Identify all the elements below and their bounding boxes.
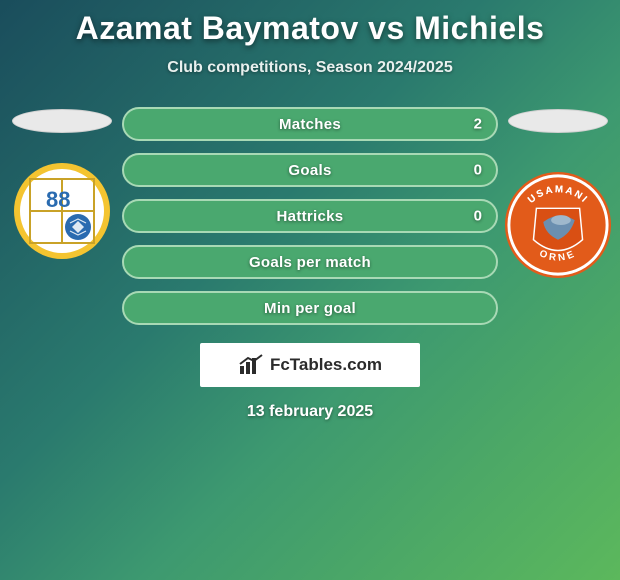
stat-row: Matches 2 bbox=[122, 107, 498, 141]
player-left-avatar-placeholder bbox=[12, 109, 112, 133]
chart-icon bbox=[238, 354, 264, 376]
club-badge-left: 88 bbox=[12, 161, 112, 261]
stat-row: Goals 0 bbox=[122, 153, 498, 187]
stat-label: Matches bbox=[279, 116, 341, 133]
stat-label: Goals per match bbox=[249, 254, 371, 271]
player-right-avatar-placeholder bbox=[508, 109, 608, 133]
stat-row: Goals per match bbox=[122, 245, 498, 279]
page-subtitle: Club competitions, Season 2024/2025 bbox=[0, 59, 620, 77]
stat-value: 0 bbox=[474, 162, 482, 179]
main-layout: 88 Matches 2 Goals 0 Hattricks 0 bbox=[0, 107, 620, 325]
stat-row: Hattricks 0 bbox=[122, 199, 498, 233]
player-right-column: USAMANI USAMANI ORNE bbox=[504, 107, 612, 279]
brand-text: FcTables.com bbox=[270, 355, 382, 375]
date-label: 13 february 2025 bbox=[0, 403, 620, 421]
stat-value: 0 bbox=[474, 208, 482, 225]
brand-box[interactable]: FcTables.com bbox=[200, 343, 420, 387]
player-left-column: 88 bbox=[8, 107, 116, 261]
club-badge-right-svg: USAMANI USAMANI ORNE bbox=[504, 171, 612, 279]
stat-row: Min per goal bbox=[122, 291, 498, 325]
stat-label: Goals bbox=[288, 162, 331, 179]
svg-text:88: 88 bbox=[46, 187, 70, 212]
stat-value: 2 bbox=[474, 116, 482, 133]
stats-list: Matches 2 Goals 0 Hattricks 0 Goals per … bbox=[116, 107, 504, 325]
page-title: Azamat Baymatov vs Michiels bbox=[0, 10, 620, 47]
stat-label: Hattricks bbox=[277, 208, 344, 225]
comparison-card: Azamat Baymatov vs Michiels Club competi… bbox=[0, 0, 620, 421]
stat-label: Min per goal bbox=[264, 300, 356, 317]
club-badge-right: USAMANI USAMANI ORNE bbox=[504, 171, 612, 279]
club-badge-left-svg: 88 bbox=[12, 161, 112, 261]
